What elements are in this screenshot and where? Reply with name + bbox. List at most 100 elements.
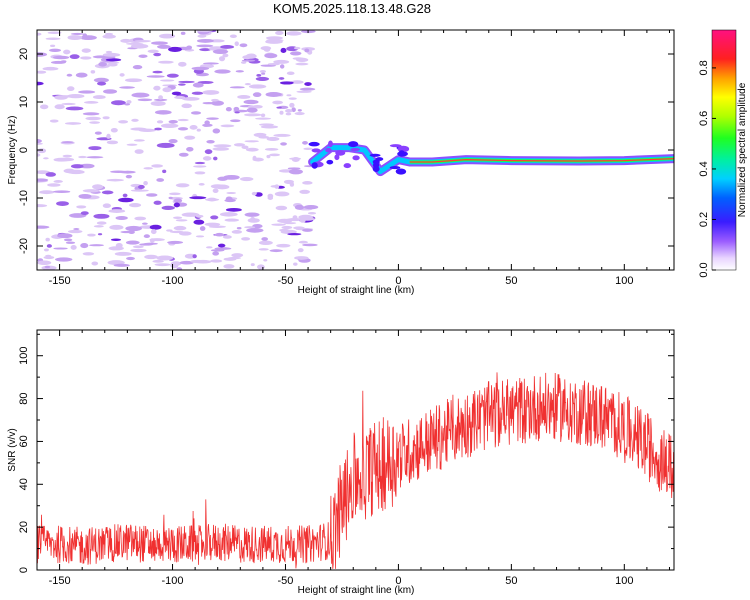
- noise-speckle: [175, 219, 188, 222]
- noise-speckle: [79, 35, 97, 41]
- noise-speckle: [192, 254, 197, 259]
- noise-speckle: [244, 82, 251, 86]
- signal-blob: [350, 147, 361, 152]
- noise-speckle: [178, 83, 186, 86]
- noise-speckle: [266, 154, 271, 159]
- noise-speckle: [211, 98, 219, 102]
- noise-speckle: [202, 90, 220, 95]
- noise-speckle: [45, 37, 61, 40]
- noise-speckle: [285, 109, 293, 113]
- noise-speckle: [173, 225, 187, 231]
- noise-speckle: [146, 75, 165, 78]
- signal-blob: [334, 154, 340, 161]
- noise-speckle: [37, 148, 47, 154]
- noise-speckle: [122, 193, 128, 198]
- noise-speckle: [54, 95, 68, 100]
- noise-speckle: [76, 205, 87, 209]
- noise-speckle: [153, 52, 162, 57]
- noise-speckle: [138, 184, 145, 190]
- noise-speckle: [297, 109, 302, 112]
- noise-speckle: [113, 263, 130, 267]
- noise-speckle: [37, 70, 47, 74]
- noise-speckle: [50, 60, 67, 64]
- noise-speckle: [152, 70, 163, 74]
- noise-speckle: [151, 41, 168, 45]
- noise-speckle: [256, 74, 262, 77]
- noise-speckle: [107, 260, 125, 266]
- noise-speckle: [222, 53, 229, 58]
- noise-speckle: [87, 233, 96, 237]
- noise-speckle: [280, 47, 287, 54]
- noise-speckle: [147, 49, 159, 53]
- noise-speckle: [225, 207, 242, 212]
- noise-speckle: [70, 32, 84, 35]
- noise-speckle: [105, 50, 113, 54]
- noise-speckle: [298, 240, 308, 244]
- noise-speckle: [302, 140, 308, 145]
- noise-speckle: [274, 184, 280, 189]
- snr-x-tick-label: -150: [49, 575, 71, 587]
- signal-blob: [343, 163, 352, 169]
- noise-speckle: [261, 237, 268, 241]
- noise-speckle: [218, 56, 226, 62]
- noise-speckle: [202, 101, 216, 105]
- noise-speckle: [130, 127, 147, 131]
- noise-speckle: [94, 131, 102, 135]
- noise-speckle: [142, 222, 148, 225]
- noise-speckle: [299, 218, 306, 223]
- noise-speckle: [269, 153, 281, 157]
- noise-speckle: [213, 156, 218, 161]
- noise-speckle: [264, 147, 279, 151]
- noise-speckle: [53, 247, 68, 250]
- noise-speckle: [125, 174, 133, 179]
- noise-speckle: [214, 247, 232, 250]
- noise-speckle: [293, 262, 298, 266]
- noise-speckle: [106, 178, 124, 182]
- noise-speckle: [204, 222, 221, 227]
- noise-speckle: [180, 31, 186, 35]
- noise-speckle: [266, 136, 280, 142]
- noise-speckle: [67, 35, 83, 41]
- noise-speckle: [160, 123, 179, 129]
- noise-speckle: [55, 257, 73, 262]
- noise-speckle: [104, 32, 114, 36]
- noise-speckle: [70, 244, 77, 250]
- noise-speckle: [303, 204, 319, 210]
- signal-blob: [389, 166, 401, 170]
- colorbar: 0.0 0.2 0.4 0.6 0.8 Normalized spectral ampl…: [698, 29, 748, 278]
- noise-speckle: [267, 62, 280, 66]
- noise-speckle: [93, 213, 110, 219]
- noise-speckle: [304, 82, 312, 86]
- noise-speckle: [102, 203, 112, 209]
- noise-speckle: [239, 43, 248, 48]
- signal-blob: [311, 162, 318, 169]
- noise-speckle: [93, 77, 109, 83]
- chart-title: KOM5.2025.118.13.48.G28: [273, 1, 431, 16]
- noise-speckle: [85, 116, 101, 121]
- noise-speckle: [211, 100, 224, 106]
- noise-speckle: [53, 180, 63, 183]
- noise-speckle: [248, 84, 267, 89]
- noise-speckle: [214, 69, 231, 74]
- spectrogram-x-tick-label: 0: [395, 275, 401, 287]
- noise-speckle: [160, 79, 175, 82]
- noise-speckle: [259, 69, 267, 73]
- snr-x-tick-label: -50: [278, 575, 294, 587]
- snr-line-layer: [37, 372, 674, 569]
- noise-speckle: [132, 245, 144, 249]
- snr-x-tick-label: 50: [505, 575, 517, 587]
- noise-speckle: [307, 212, 317, 215]
- noise-speckle: [279, 228, 290, 232]
- spectrogram-y-tick-label: 0: [18, 147, 30, 153]
- noise-speckle: [162, 87, 172, 93]
- noise-speckle: [65, 241, 76, 244]
- noise-speckle: [131, 92, 150, 98]
- noise-speckle: [177, 118, 189, 122]
- noise-speckle: [260, 113, 266, 118]
- noise-speckle: [158, 60, 174, 64]
- noise-speckle: [281, 225, 293, 230]
- noise-speckle: [245, 147, 259, 152]
- noise-speckle: [107, 63, 118, 67]
- noise-speckle: [111, 100, 126, 106]
- noise-speckle: [39, 104, 49, 110]
